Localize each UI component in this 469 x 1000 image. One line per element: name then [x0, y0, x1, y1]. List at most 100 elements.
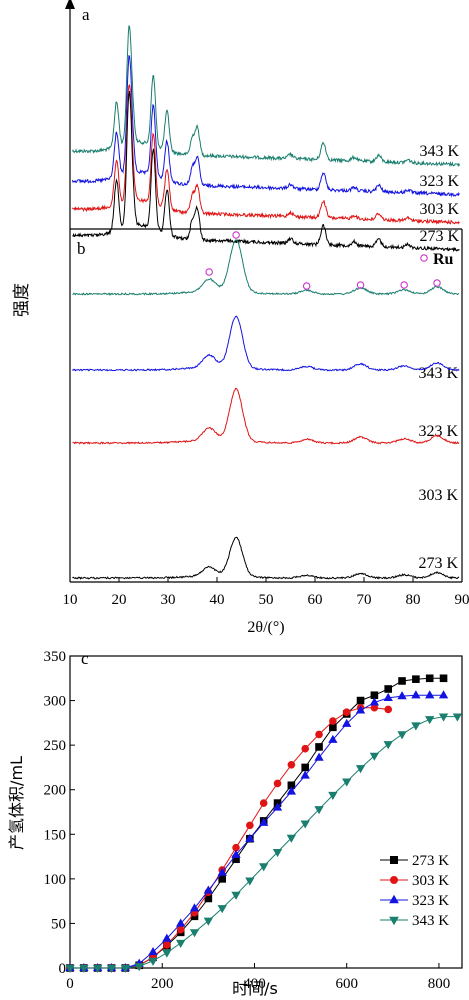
- panel-c-point: [411, 722, 421, 731]
- legend-label: 273 K: [412, 853, 449, 869]
- panel-c-point: [259, 799, 268, 807]
- panel-c-point: [245, 877, 255, 886]
- panel-c-point: [355, 765, 366, 774]
- panel-c-point: [273, 779, 282, 788]
- panel-c-point: [389, 894, 399, 904]
- panel-b-series-2: [72, 387, 460, 445]
- panel-b-series-1: [72, 315, 460, 372]
- panel-c-point: [148, 957, 158, 966]
- panel-c-series-3: [65, 713, 463, 973]
- panel-c-y-tick-label: 150: [44, 827, 67, 843]
- panel-c-label: c: [81, 649, 89, 668]
- panel-c-point: [272, 848, 283, 858]
- panel-c-point: [356, 696, 365, 705]
- panel-c-x-tick-label: 800: [428, 976, 451, 992]
- panel-c-point: [148, 946, 158, 956]
- panel-c-point: [355, 705, 366, 714]
- panel-c-point: [390, 856, 398, 864]
- panel-c-line: [70, 707, 389, 969]
- panel-c-point: [329, 717, 337, 725]
- panel-c-series-1: [66, 703, 393, 972]
- xrd-x-ticks: 10 20 30 40 50 60 70 80 90: [63, 577, 469, 608]
- panel-b-plot: 343 K 323 K 303 K 273 K Ru: [72, 231, 460, 580]
- panel-c-point: [176, 939, 186, 949]
- legend-label: 323 K: [412, 893, 449, 909]
- panel-c-point: [389, 916, 399, 926]
- panel-c-point: [106, 964, 117, 973]
- panel-c-point: [203, 885, 214, 894]
- panel-c-point: [301, 744, 310, 753]
- ru-legend-label: Ru: [433, 251, 454, 268]
- panel-c-point: [383, 741, 393, 750]
- panel-c-point: [259, 863, 269, 872]
- panel-c-point: [398, 677, 406, 685]
- panel-c-point: [328, 734, 338, 743]
- panel-c-point: [315, 730, 323, 739]
- panel-c-point: [329, 723, 337, 732]
- panel-a-series-label: 273 K: [419, 228, 459, 245]
- panel-c-x-tick-label: 200: [151, 976, 174, 992]
- panel-a-series-3: [72, 91, 460, 253]
- panel-c-point: [231, 849, 241, 858]
- xrd-tick-label: 30: [161, 592, 176, 608]
- panel-c-point: [397, 731, 407, 740]
- panel-a-plot: 343 K 323 K 303 K 273 K: [72, 25, 460, 253]
- panel-c-point: [189, 929, 200, 938]
- panel-a-series-1: [72, 55, 460, 198]
- panel-c-x-tick-label: 0: [66, 976, 74, 992]
- panel-c-point: [369, 697, 380, 706]
- panel-c-y-tick-label: 250: [44, 738, 67, 754]
- panel-b-series-label: 343 K: [418, 365, 458, 382]
- xrd-tick-label: 20: [112, 592, 127, 608]
- panel-c-point: [438, 690, 449, 699]
- panel-c-point: [203, 917, 214, 926]
- panel-c-point: [384, 685, 393, 693]
- panel-b-series-label: 323 K: [418, 423, 458, 440]
- panel-c-point: [162, 933, 172, 942]
- panel-c-point: [342, 778, 352, 787]
- panel-c-point: [300, 820, 310, 829]
- panel-c-point: [342, 718, 352, 727]
- panel-c-point: [79, 964, 89, 973]
- ru-marker: [356, 281, 365, 289]
- panel-c-point: [315, 743, 323, 751]
- panel-c-point: [439, 674, 448, 683]
- panel-c-point: [425, 690, 435, 699]
- panel-a-series-label: 343 K: [419, 143, 459, 160]
- panel-c-point: [65, 964, 75, 973]
- panel-c-y-tick-label: 300: [44, 694, 67, 710]
- legend-label: 343 K: [412, 913, 449, 929]
- xrd-y-label: 强度: [12, 283, 32, 317]
- panel-c-frame: [69, 655, 463, 969]
- panel-a-series-0: [72, 25, 460, 168]
- legend-label: 303 K: [412, 873, 449, 889]
- panel-c-series-2: [65, 690, 449, 972]
- panel-c-x-tick-label: 400: [243, 976, 266, 992]
- panel-c-x-label: 时间/s: [232, 979, 278, 998]
- ru-marker: [302, 282, 311, 290]
- panel-c-point: [162, 949, 172, 958]
- panel-c-line: [70, 716, 458, 969]
- panel-c-point: [286, 786, 297, 795]
- panel-c-point: [397, 691, 407, 700]
- panel-c-x-tick-label: 600: [335, 976, 358, 992]
- panel-c-line: [70, 694, 444, 969]
- panel-c-point: [120, 964, 131, 973]
- panel-c-point: [231, 891, 241, 900]
- xrd-tick-label: 80: [406, 592, 421, 608]
- panel-c-y-tick-label: 50: [51, 916, 66, 932]
- panel-c-point: [390, 876, 398, 884]
- panel-c-y-tick-label: 200: [44, 783, 67, 799]
- xrd-tick-label: 40: [210, 592, 225, 608]
- panel-c-point: [384, 705, 393, 714]
- panel-c-point: [412, 675, 420, 683]
- panel-c-point: [218, 875, 226, 883]
- panel-c-point: [438, 713, 449, 722]
- panel-c: c 0 200 400 600 800 0 50 100 150 200 250 300 350 时间/…: [7, 649, 463, 998]
- panel-c-point: [452, 713, 463, 722]
- panel-c-point: [342, 708, 351, 716]
- panel-c-point: [314, 806, 324, 815]
- ru-marker: [232, 231, 240, 239]
- panel-c-point: [245, 833, 255, 842]
